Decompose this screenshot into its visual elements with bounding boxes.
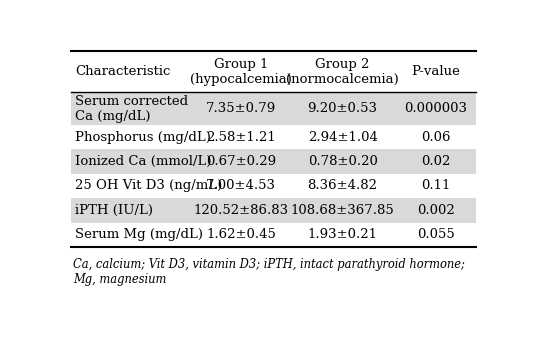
- Text: 7.35±0.79: 7.35±0.79: [206, 102, 277, 115]
- Text: Ionized Ca (mmol/L): Ionized Ca (mmol/L): [75, 155, 211, 168]
- Text: 7.00±4.53: 7.00±4.53: [206, 179, 276, 192]
- Bar: [71, 198, 476, 223]
- Text: 0.06: 0.06: [421, 131, 451, 144]
- Text: Serum Mg (mg/dL): Serum Mg (mg/dL): [75, 228, 203, 241]
- Text: 0.002: 0.002: [417, 204, 455, 217]
- Text: Phosphorus (mg/dL): Phosphorus (mg/dL): [75, 131, 211, 144]
- Text: Serum corrected
Ca (mg/dL): Serum corrected Ca (mg/dL): [75, 94, 188, 122]
- Text: 2.94±1.04: 2.94±1.04: [308, 131, 378, 144]
- Bar: [71, 92, 476, 125]
- Text: 2.58±1.21: 2.58±1.21: [206, 131, 276, 144]
- Text: P-value: P-value: [412, 65, 460, 78]
- Text: 108.68±367.85: 108.68±367.85: [290, 204, 395, 217]
- Text: 9.20±0.53: 9.20±0.53: [308, 102, 378, 115]
- Text: 0.055: 0.055: [417, 228, 455, 241]
- Bar: [71, 149, 476, 174]
- Text: 1.93±0.21: 1.93±0.21: [308, 228, 378, 241]
- Text: Group 2
(normocalcemia): Group 2 (normocalcemia): [286, 58, 399, 86]
- Text: 0.11: 0.11: [421, 179, 451, 192]
- Text: 0.78±0.20: 0.78±0.20: [308, 155, 378, 168]
- Text: Group 1
(hypocalcemia): Group 1 (hypocalcemia): [190, 58, 292, 86]
- Text: 120.52±86.83: 120.52±86.83: [194, 204, 289, 217]
- Text: 0.000003: 0.000003: [404, 102, 467, 115]
- Text: 8.36±4.82: 8.36±4.82: [308, 179, 378, 192]
- Text: 0.02: 0.02: [421, 155, 451, 168]
- Text: iPTH (IU/L): iPTH (IU/L): [75, 204, 153, 217]
- Text: 0.67±0.29: 0.67±0.29: [206, 155, 276, 168]
- Text: Ca, calcium; Vit D3, vitamin D3; iPTH, intact parathyroid hormone;
Mg, magnesium: Ca, calcium; Vit D3, vitamin D3; iPTH, i…: [73, 257, 465, 285]
- Text: Characteristic: Characteristic: [75, 65, 170, 78]
- Text: 25 OH Vit D3 (ng/mL): 25 OH Vit D3 (ng/mL): [75, 179, 222, 192]
- Text: 1.62±0.45: 1.62±0.45: [206, 228, 276, 241]
